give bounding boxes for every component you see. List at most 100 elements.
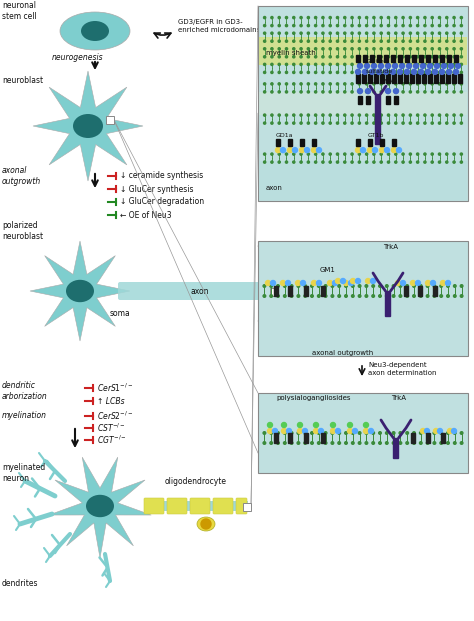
Circle shape bbox=[351, 71, 353, 73]
Circle shape bbox=[371, 278, 375, 284]
Circle shape bbox=[358, 32, 360, 34]
Circle shape bbox=[373, 32, 375, 34]
Circle shape bbox=[353, 428, 357, 433]
Circle shape bbox=[338, 284, 340, 288]
Circle shape bbox=[406, 295, 409, 297]
Circle shape bbox=[285, 17, 288, 19]
Circle shape bbox=[322, 91, 324, 93]
Circle shape bbox=[310, 432, 313, 434]
Circle shape bbox=[419, 432, 422, 434]
Circle shape bbox=[271, 161, 273, 163]
Circle shape bbox=[438, 56, 441, 58]
Circle shape bbox=[446, 122, 448, 124]
Circle shape bbox=[338, 442, 340, 444]
Circle shape bbox=[337, 122, 338, 124]
Circle shape bbox=[278, 114, 280, 116]
Circle shape bbox=[340, 278, 346, 284]
Circle shape bbox=[365, 122, 368, 124]
Circle shape bbox=[311, 281, 317, 286]
Circle shape bbox=[318, 295, 320, 297]
Circle shape bbox=[447, 442, 449, 444]
Circle shape bbox=[438, 91, 441, 93]
Circle shape bbox=[392, 148, 396, 153]
Circle shape bbox=[365, 295, 368, 297]
Circle shape bbox=[431, 114, 433, 116]
Circle shape bbox=[387, 153, 390, 155]
Circle shape bbox=[365, 63, 370, 68]
Circle shape bbox=[292, 122, 295, 124]
Circle shape bbox=[337, 17, 338, 19]
Circle shape bbox=[380, 32, 383, 34]
Circle shape bbox=[322, 153, 324, 155]
Circle shape bbox=[297, 295, 300, 297]
Circle shape bbox=[322, 71, 324, 73]
Circle shape bbox=[380, 161, 383, 163]
Bar bbox=[321, 433, 325, 443]
Circle shape bbox=[300, 114, 302, 116]
Circle shape bbox=[453, 83, 455, 85]
Circle shape bbox=[330, 422, 336, 427]
Circle shape bbox=[271, 48, 273, 50]
Bar bbox=[416, 74, 420, 83]
Circle shape bbox=[337, 63, 338, 65]
Circle shape bbox=[347, 428, 353, 433]
Circle shape bbox=[373, 63, 375, 65]
Circle shape bbox=[290, 295, 293, 297]
Circle shape bbox=[453, 153, 455, 155]
Circle shape bbox=[290, 442, 293, 444]
Circle shape bbox=[264, 122, 266, 124]
Circle shape bbox=[373, 17, 375, 19]
Circle shape bbox=[365, 48, 368, 50]
Circle shape bbox=[380, 48, 383, 50]
Circle shape bbox=[424, 48, 426, 50]
Circle shape bbox=[431, 40, 433, 42]
FancyBboxPatch shape bbox=[258, 6, 468, 201]
Bar bbox=[356, 55, 360, 62]
Circle shape bbox=[277, 284, 279, 288]
Circle shape bbox=[337, 48, 338, 50]
Circle shape bbox=[315, 114, 317, 116]
FancyBboxPatch shape bbox=[258, 241, 468, 356]
Circle shape bbox=[292, 161, 295, 163]
Circle shape bbox=[328, 281, 332, 286]
Circle shape bbox=[395, 83, 397, 85]
Circle shape bbox=[329, 40, 331, 42]
Circle shape bbox=[356, 70, 361, 75]
Bar bbox=[368, 74, 372, 83]
Circle shape bbox=[358, 83, 360, 85]
Circle shape bbox=[300, 83, 302, 85]
Circle shape bbox=[351, 114, 353, 116]
FancyBboxPatch shape bbox=[258, 393, 468, 473]
Circle shape bbox=[358, 122, 360, 124]
Circle shape bbox=[364, 422, 368, 427]
Circle shape bbox=[447, 70, 452, 75]
Circle shape bbox=[380, 71, 383, 73]
Circle shape bbox=[431, 71, 433, 73]
Circle shape bbox=[351, 48, 353, 50]
Circle shape bbox=[454, 442, 456, 444]
Circle shape bbox=[392, 432, 395, 434]
Circle shape bbox=[344, 161, 346, 163]
Circle shape bbox=[361, 148, 365, 153]
Circle shape bbox=[285, 40, 288, 42]
Circle shape bbox=[271, 122, 273, 124]
Circle shape bbox=[278, 32, 280, 34]
Bar bbox=[426, 55, 430, 62]
Circle shape bbox=[409, 24, 411, 27]
Circle shape bbox=[304, 284, 307, 288]
Circle shape bbox=[409, 114, 411, 116]
Circle shape bbox=[409, 161, 411, 163]
Circle shape bbox=[344, 24, 346, 27]
Circle shape bbox=[271, 40, 273, 42]
Circle shape bbox=[379, 295, 381, 297]
Ellipse shape bbox=[60, 12, 130, 50]
Polygon shape bbox=[30, 241, 130, 341]
Circle shape bbox=[337, 114, 338, 116]
Circle shape bbox=[337, 71, 338, 73]
Circle shape bbox=[344, 40, 346, 42]
Circle shape bbox=[431, 91, 433, 93]
Circle shape bbox=[315, 83, 317, 85]
Polygon shape bbox=[49, 457, 151, 558]
Bar bbox=[428, 74, 432, 83]
Bar bbox=[368, 139, 372, 146]
